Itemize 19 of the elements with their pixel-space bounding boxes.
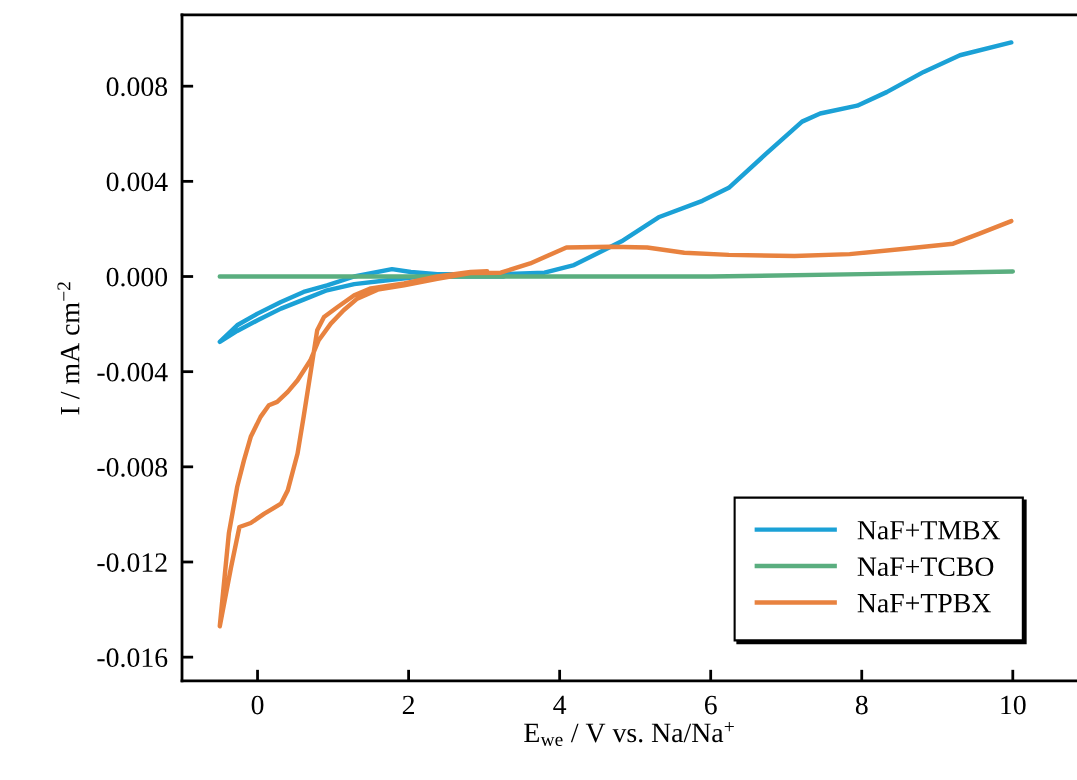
x-tick-label: 2: [402, 695, 414, 715]
x-tick-label: 0: [251, 695, 264, 715]
y-tick-label: 0.004: [106, 172, 168, 192]
x-tick-label: 6: [704, 695, 717, 715]
y-tick-label: -0.004: [97, 362, 168, 382]
x-tick-label: 10: [1001, 695, 1026, 715]
y-tick-label: 0.000: [106, 267, 168, 287]
legend-label: NaF+TPBX: [857, 594, 991, 613]
y-tick-label: 0.008: [106, 77, 168, 97]
line-series: [217, 218, 1014, 629]
y-axis-title: I / mA cm$^{−2}$: [57, 282, 80, 415]
x-axis-title: E$_{we}$ / V vs. Na/Na$^{+}$: [524, 722, 734, 746]
x-tick-label: 8: [855, 695, 868, 715]
legend-label: NaF+TCBO: [857, 557, 994, 577]
legend-label: NaF+TMBX: [857, 521, 1001, 540]
x-tick-label: 4: [553, 695, 567, 715]
y-tick-label: -0.008: [97, 458, 168, 477]
y-tick-label: -0.016: [97, 648, 168, 668]
y-tick-label: -0.012: [97, 553, 167, 573]
